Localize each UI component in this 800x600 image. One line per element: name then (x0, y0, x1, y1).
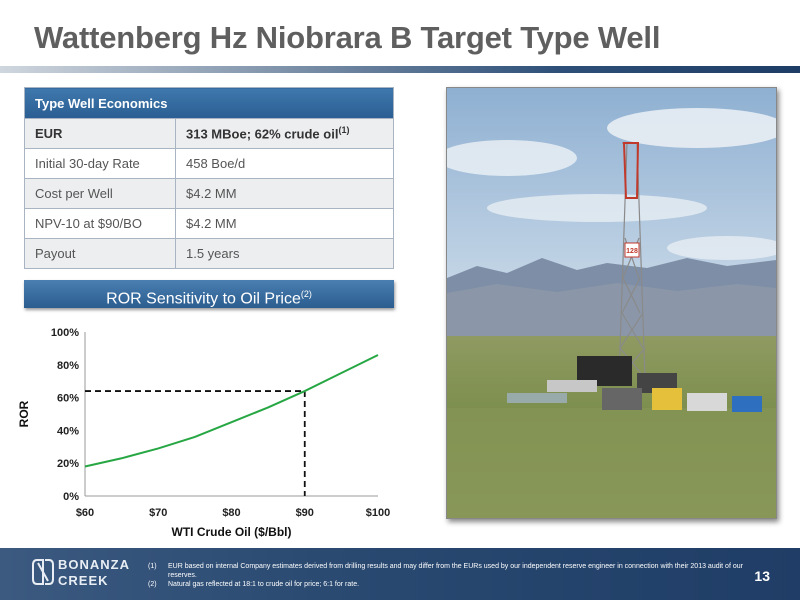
x-tick-label: $80 (222, 507, 240, 519)
footnote-number: (1) (148, 563, 157, 570)
row-value: $4.2 MM (175, 178, 394, 209)
footnote-ref: (2) (300, 289, 312, 299)
table-header: Type Well Economics (24, 87, 394, 119)
row-label: EUR (24, 118, 176, 149)
table-row: Initial 30-day Rate 458 Boe/d (24, 148, 394, 179)
title-divider (0, 66, 800, 73)
type-well-economics-table: Type Well Economics EUR 313 MBoe; 62% cr… (24, 87, 394, 269)
footnote-number: (2) (148, 581, 157, 588)
footnote: (1) EUR based on internal Company estima… (148, 562, 748, 580)
page-title: Wattenberg Hz Niobrara B Target Type Wel… (34, 20, 661, 55)
row-label: NPV-10 at $90/BO (24, 208, 176, 239)
x-axis-label: WTI Crude Oil ($/Bbl) (172, 525, 292, 539)
y-tick-label: 40% (57, 425, 79, 437)
table-row: EUR 313 MBoe; 62% crude oil(1) (24, 118, 394, 149)
y-tick-label: 100% (51, 327, 79, 339)
logo-mark-icon (32, 559, 54, 585)
row-value: 313 MBoe; 62% crude oil(1) (175, 118, 394, 149)
table-header-row: Type Well Economics (24, 87, 394, 119)
table-row: Payout 1.5 years (24, 238, 394, 269)
y-tick-label: 0% (63, 491, 79, 503)
ror-sensitivity-banner: ROR Sensitivity to Oil Price(2) (24, 280, 394, 308)
y-tick-label: 80% (57, 360, 79, 372)
table-row: Cost per Well $4.2 MM (24, 178, 394, 209)
ror-sensitivity-chart: 0% 20% 40% 60% 80% 100% $60 $70 $80 $90 $100 WTI Cr… (17, 327, 390, 539)
x-tick-label: $90 (296, 507, 314, 519)
y-tick-label: 60% (57, 393, 79, 405)
row-value: $4.2 MM (175, 208, 394, 239)
x-tick-label: $100 (366, 507, 390, 519)
footnote: (2) Natural gas reflected at 18:1 to cru… (148, 580, 748, 589)
footnote-text: EUR based on internal Company estimates … (168, 563, 743, 579)
banner-text: ROR Sensitivity to Oil Price (106, 290, 301, 308)
y-tick-label: 20% (57, 458, 79, 470)
logo-line2: CREEK (58, 573, 109, 588)
x-tick-label: $70 (149, 507, 167, 519)
row-label: Payout (24, 238, 176, 269)
logo-line1: BONANZA (58, 557, 130, 572)
footnote-ref: (1) (338, 125, 350, 136)
ror-series-line (84, 354, 379, 468)
eur-value: 313 MBoe; 62% crude oil (186, 126, 339, 142)
company-logo: BONANZA CREEK (32, 557, 129, 592)
logo-text: BONANZA CREEK (58, 557, 130, 589)
table-row: NPV-10 at $90/BO $4.2 MM (24, 208, 394, 239)
x-tick-label: $60 (76, 507, 94, 519)
row-value: 1.5 years (175, 238, 394, 269)
row-label: Cost per Well (24, 178, 176, 209)
footnote-text: Natural gas reflected at 18:1 to crude o… (168, 581, 360, 588)
row-value: 458 Boe/d (175, 148, 394, 179)
y-axis-label: ROR (17, 400, 31, 427)
page-number: 13 (754, 568, 770, 584)
rig-number-label: 128 (626, 248, 638, 255)
footer-bar: BONANZA CREEK (1) EUR based on internal … (0, 548, 800, 600)
row-label: Initial 30-day Rate (24, 148, 176, 179)
footnotes: (1) EUR based on internal Company estima… (148, 562, 748, 589)
drilling-rig-photo: 128 (446, 87, 777, 519)
